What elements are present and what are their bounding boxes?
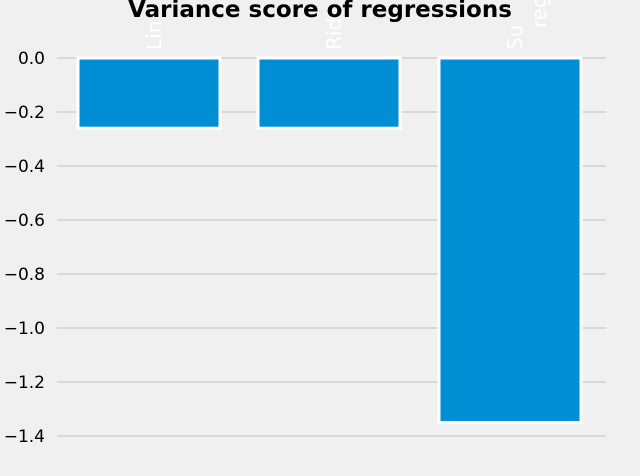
y-tick-label: −0.8 (4, 265, 45, 285)
y-tick-label: −0.2 (4, 103, 45, 123)
bars (76, 56, 583, 424)
y-tick-label: −0.6 (4, 211, 45, 231)
category-label: Rid (322, 18, 346, 50)
bar (437, 56, 583, 424)
bar (256, 56, 402, 130)
y-tick-label: −1.2 (4, 373, 45, 393)
y-tick-label: −1.0 (4, 319, 45, 339)
y-tick-label: −0.4 (4, 157, 45, 177)
bar (76, 56, 222, 130)
y-axis-ticks: 0.0 −0.2 −0.4 −0.6 −0.8 −1.0 −1.2 −1.4 (4, 49, 45, 447)
y-tick-label: −1.4 (4, 427, 45, 447)
chart-title: Variance score of regressions (128, 0, 512, 23)
category-label-line2: reg (527, 0, 551, 28)
y-tick-label: 0.0 (18, 49, 45, 69)
category-label: Lin (142, 21, 166, 50)
category-label: Su (503, 25, 527, 50)
